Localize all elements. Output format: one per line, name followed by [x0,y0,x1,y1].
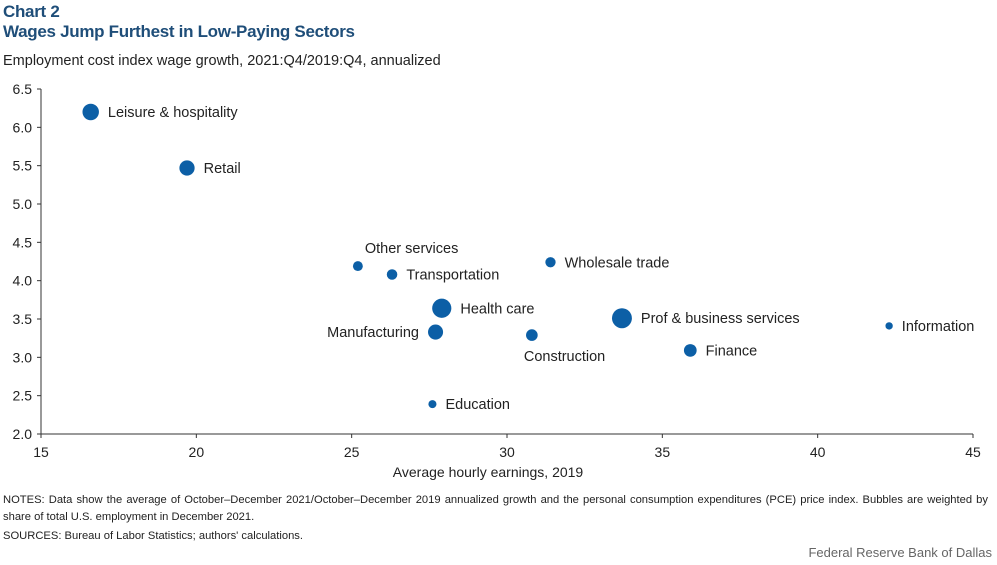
chart-notes: NOTES: Data show the average of October–… [3,494,988,523]
bubble-label: Manufacturing [327,325,419,341]
bubble [82,103,99,121]
y-tick-label: 4.0 [13,273,33,289]
x-tick-label: 40 [810,444,826,460]
bubble [428,324,444,340]
y-tick-label: 3.0 [13,349,33,365]
x-tick-label: 45 [965,444,981,460]
credit-line: Federal Reserve Bank of Dallas [808,545,992,560]
x-axis-title: Average hourly earnings, 2019 [393,464,584,480]
bubble [386,269,398,280]
bubble [352,261,363,272]
chart-sources: SOURCES: Bureau of Labor Statistics; aut… [3,530,303,542]
bubble [179,160,195,176]
bubble-label: Health care [460,301,534,317]
y-tick-label: 4.5 [13,234,33,250]
x-tick-label: 15 [33,444,49,460]
bubble-label: Information [902,319,975,335]
bubble [526,329,538,341]
bubble-label: Finance [706,343,758,359]
scatter-plot: 2.0 2.5 3.0 3.5 4.0 4.5 5.0 5.5 6.0 6.5 15 20 25 30 35… [13,81,981,480]
y-tick-label: 6.0 [13,119,33,135]
chart-title: Wages Jump Furthest in Low-Paying Sector… [3,22,355,41]
bubble-label: Transportation [406,268,499,284]
bubble [683,344,697,357]
bubble [885,322,893,330]
x-tick-label: 25 [344,444,360,460]
bubble-label: Wholesale trade [565,255,670,271]
y-tick-label: 6.5 [13,81,33,97]
y-tick-label: 5.5 [13,158,33,174]
bubble-label: Construction [524,349,605,365]
x-tick-label: 35 [655,444,671,460]
bubble-label: Retail [204,161,241,177]
chart-subtitle: Employment cost index wage growth, 2021:… [3,53,441,69]
bubble-label: Leisure & hospitality [108,105,239,121]
bubble [432,298,452,318]
bubble-label: Prof & business services [641,311,800,327]
bubble-label: Education [445,397,510,413]
bubble [428,400,437,409]
x-tick-label: 20 [189,444,205,460]
bubble [545,257,556,268]
y-tick-label: 3.5 [13,311,33,327]
y-tick-label: 2.5 [13,388,33,404]
chart-number: Chart 2 [3,2,60,21]
y-tick-label: 5.0 [13,196,33,212]
y-tick-label: 2.0 [13,426,33,442]
bubble [611,308,632,329]
bubble-label: Other services [365,241,458,257]
x-tick-label: 30 [499,444,515,460]
